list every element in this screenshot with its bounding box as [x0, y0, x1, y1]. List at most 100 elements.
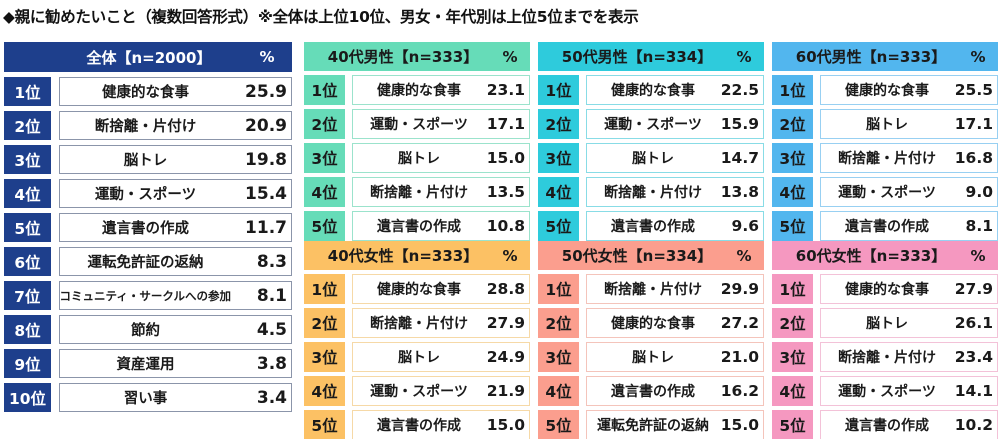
rank-badge: 4位	[538, 177, 579, 207]
rank-badge: 2位	[538, 308, 579, 338]
item-label: 脳トレ	[123, 153, 168, 169]
table-row: 1位 健康的な食事 25.5	[772, 75, 998, 105]
row-cell: 断捨離・片付け 16.8	[820, 143, 998, 173]
rank-badge: 3位	[538, 143, 579, 173]
table-row: 6位 運転免許証の返納 8.3	[4, 247, 292, 276]
panel-header-label: 60代女性【n=333】	[795, 247, 947, 265]
table-row: 2位 脳トレ 17.1	[772, 109, 998, 139]
panel-header-label: 50代男性【n=334】	[561, 48, 713, 66]
male-60s-table: 60代男性【n=333】 % 1位 健康的な食事 25.5 2位 脳トレ 17.1 3位 断捨…	[772, 42, 998, 241]
item-label: 健康的な食事	[102, 85, 189, 101]
item-label: 断捨離・片付け	[94, 119, 197, 135]
row-cell: 脳トレ 14.7	[586, 143, 764, 173]
item-label: 脳トレ	[398, 151, 440, 167]
item-label: 運動・スポーツ	[370, 384, 468, 400]
rank-badge: 5位	[772, 410, 813, 439]
table-row: 4位 運動・スポーツ 15.4	[4, 179, 292, 208]
item-value: 10.8	[486, 217, 525, 235]
item-label: 遺言書の作成	[611, 384, 695, 400]
table-row: 5位 遺言書の作成 11.7	[4, 213, 292, 242]
rank-badge: 5位	[4, 213, 51, 242]
table-row: 5位 遺言書の作成 9.6	[538, 211, 764, 241]
item-label: 習い事	[123, 391, 168, 407]
rank-badge: 10位	[4, 383, 51, 412]
male-40s-table: 40代男性【n=333】 % 1位 健康的な食事 23.1 2位 運動・スポーツ 17.1…	[304, 42, 530, 241]
rank-badge: 3位	[304, 143, 345, 173]
panel-header: 60代男性【n=333】 %	[772, 42, 998, 71]
item-label: 健康的な食事	[377, 282, 461, 298]
table-row: 3位 脳トレ 14.7	[538, 143, 764, 173]
table-row: 10位 習い事 3.4	[4, 383, 292, 412]
item-label: 健康的な食事	[611, 83, 695, 99]
rank-badge: 9位	[4, 349, 51, 378]
panel-header-label: 40代男性【n=333】	[327, 48, 479, 66]
table-row: 4位 断捨離・片付け 13.8	[538, 177, 764, 207]
table-row: 3位 脳トレ 15.0	[304, 143, 530, 173]
item-label: 運動・スポーツ	[838, 384, 936, 400]
table-row: 4位 断捨離・片付け 13.5	[304, 177, 530, 207]
item-value: 15.0	[720, 416, 759, 434]
item-label: 遺言書の作成	[102, 221, 189, 237]
rank-badge: 4位	[538, 376, 579, 406]
rank-badge: 2位	[538, 109, 579, 139]
row-cell: 運転免許証の返納 8.3	[59, 247, 292, 276]
item-value: 22.5	[720, 81, 759, 99]
row-cell: 脳トレ 15.0	[352, 143, 530, 173]
item-value: 3.8	[256, 353, 287, 374]
male-50s-table: 50代男性【n=334】 % 1位 健康的な食事 22.5 2位 運動・スポーツ 15.9…	[538, 42, 764, 241]
row-cell: 脳トレ 24.9	[352, 342, 530, 372]
item-value: 13.5	[486, 183, 525, 201]
rank-badge: 3位	[772, 342, 813, 372]
rank-badge: 3位	[538, 342, 579, 372]
item-label: 脳トレ	[632, 151, 674, 167]
item-value: 24.9	[486, 348, 525, 366]
row-cell: 運動・スポーツ 14.1	[820, 376, 998, 406]
table-row: 1位 健康的な食事 23.1	[304, 75, 530, 105]
row-cell: 遺言書の作成 10.2	[820, 410, 998, 439]
item-value: 16.2	[720, 382, 759, 400]
item-value: 14.7	[720, 149, 759, 167]
item-label: 運動・スポーツ	[94, 187, 197, 203]
item-label: 遺言書の作成	[611, 219, 695, 235]
row-cell: 運動・スポーツ 15.9	[586, 109, 764, 139]
item-label: 遺言書の作成	[377, 219, 461, 235]
rank-badge: 1位	[772, 75, 813, 105]
item-label: 断捨離・片付け	[370, 316, 468, 332]
item-label: 資産運用	[116, 357, 175, 373]
row-cell: 運動・スポーツ 9.0	[820, 177, 998, 207]
rank-badge: 5位	[304, 211, 345, 241]
female-60s-table: 60代女性【n=333】 % 1位 健康的な食事 27.9 2位 脳トレ 26.1 3位 断捨…	[772, 241, 998, 439]
item-value: 9.0	[965, 183, 993, 201]
panel-header: 60代女性【n=333】 %	[772, 241, 998, 270]
panel-header-unit: %	[736, 246, 752, 265]
item-label: 断捨離・片付け	[604, 282, 702, 298]
table-row: 7位 コミュニティ・サークルへの参加 8.1	[4, 281, 292, 310]
rank-badge: 2位	[772, 109, 813, 139]
row-cell: 運転免許証の返納 15.0	[586, 410, 764, 439]
item-label: 脳トレ	[398, 350, 440, 366]
row-cell: 遺言書の作成 9.6	[586, 211, 764, 241]
item-value: 28.8	[486, 280, 525, 298]
table-row: 3位 断捨離・片付け 16.8	[772, 143, 998, 173]
panel-header: 40代男性【n=333】 %	[304, 42, 530, 71]
item-label: 運転免許証の返納	[87, 255, 204, 271]
table-row: 2位 運動・スポーツ 17.1	[304, 109, 530, 139]
row-cell: 遺言書の作成 10.8	[352, 211, 530, 241]
rank-badge: 4位	[772, 177, 813, 207]
item-label: 運転免許証の返納	[597, 418, 709, 434]
rank-badge: 1位	[538, 274, 579, 304]
table-row: 1位 健康的な食事 27.9	[772, 274, 998, 304]
item-value: 25.9	[245, 81, 287, 102]
item-label: 健康的な食事	[377, 83, 461, 99]
table-row: 3位 脳トレ 19.8	[4, 145, 292, 174]
item-label: 遺言書の作成	[845, 219, 929, 235]
item-value: 15.9	[720, 115, 759, 133]
rank-badge: 2位	[304, 109, 345, 139]
item-value: 27.9	[486, 314, 525, 332]
rank-badge: 1位	[538, 75, 579, 105]
table-row: 4位 遺言書の作成 16.2	[538, 376, 764, 406]
item-value: 15.0	[486, 416, 525, 434]
item-label: 遺言書の作成	[377, 418, 461, 434]
item-value: 23.1	[486, 81, 525, 99]
rank-badge: 4位	[304, 177, 345, 207]
